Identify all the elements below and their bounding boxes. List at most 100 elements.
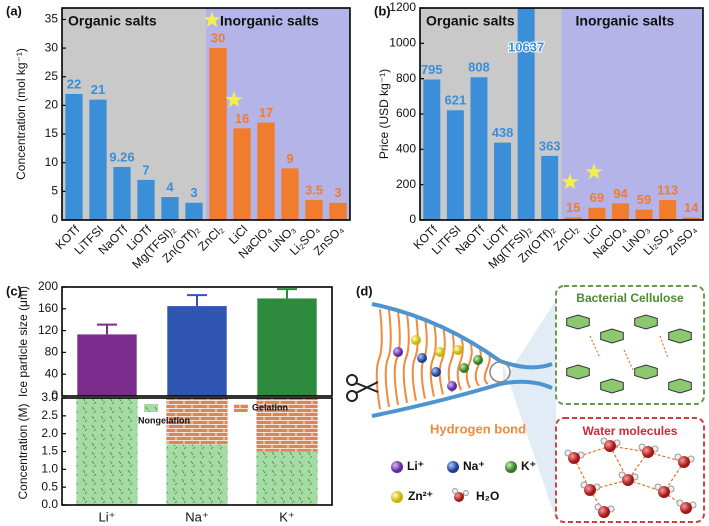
value-label: 9 [286, 151, 293, 166]
zoom-circle [489, 361, 511, 383]
legend-label: Nongelation [138, 415, 190, 425]
panel-label: (c) [6, 283, 22, 298]
star [203, 11, 221, 28]
ion [431, 367, 441, 377]
bar [167, 306, 227, 396]
h-bond [589, 335, 601, 359]
y-axis-label: Concentration (mol kg⁻¹) [14, 48, 28, 180]
bar [635, 209, 653, 220]
oxygen-atom [680, 502, 692, 514]
y-tick-label: 0 [409, 212, 416, 226]
ion [417, 353, 427, 363]
plot-frame [419, 7, 704, 221]
star [225, 91, 243, 108]
y-axis-label: Ice particle size (μm) [16, 286, 30, 397]
h-bond [623, 349, 635, 373]
y-tick-label: 5 [51, 184, 58, 198]
bar [494, 142, 512, 220]
bar [257, 122, 275, 220]
glucose-ring [566, 364, 590, 380]
legend-swatch [144, 404, 158, 412]
hydrogen-bond-chain [402, 312, 410, 403]
h-bond [663, 461, 685, 493]
hydrogen-bond-chain [474, 346, 482, 387]
value-label: 621 [445, 93, 467, 108]
hydrogen-bond-chain [483, 352, 491, 385]
y-tick-label: 80 [45, 345, 59, 359]
ion [453, 345, 463, 355]
bar [233, 128, 251, 220]
region-background [206, 8, 350, 220]
cellulose-fiber [371, 379, 553, 418]
y-axis-label: Price (USD kg⁻¹) [377, 69, 391, 159]
legend-swatch [234, 404, 248, 412]
bar [564, 217, 582, 220]
bar [161, 197, 179, 220]
glucose-ring [600, 328, 624, 344]
bar [305, 199, 323, 220]
y-tick-label: 25 [45, 69, 59, 83]
hydrogen-bond-chain [393, 311, 401, 406]
bar-segment [166, 398, 228, 445]
bar [77, 334, 137, 396]
bar [65, 93, 83, 220]
ion [411, 335, 421, 345]
x-tick-label: Li⁺ [99, 509, 116, 524]
x-tick-label: ZnCl₂ [195, 222, 226, 253]
zoom-cone [503, 300, 556, 520]
value-label: 21 [91, 82, 105, 97]
value-label: 363 [539, 138, 561, 153]
bar [470, 77, 488, 220]
region-background [62, 8, 206, 220]
bar [423, 79, 441, 220]
glucose-ring [566, 314, 590, 330]
star [561, 173, 579, 190]
legend-ion [447, 461, 459, 473]
y-tick-label: 35 [45, 12, 59, 26]
legend-label: Gelation [252, 402, 288, 412]
y-tick-label: 0 [51, 212, 58, 226]
legend-label: Zn²⁺ [408, 489, 433, 503]
value-label: 14 [684, 200, 699, 215]
bar [682, 217, 700, 220]
ion [447, 381, 457, 391]
y-tick-label: 160 [38, 301, 58, 315]
y-tick-label: 400 [396, 142, 416, 156]
y-tick-label: 40 [45, 366, 59, 380]
panel-label: (d) [356, 283, 373, 298]
bar [185, 202, 203, 220]
glucose-ring [634, 364, 658, 380]
y-tick-label: 30 [45, 40, 59, 54]
legend-label: Li⁺ [407, 459, 424, 473]
y-tick-label: 1.5 [41, 444, 58, 458]
glucose-ring [668, 378, 692, 394]
value-label: 4 [166, 180, 174, 195]
scissors [346, 374, 379, 402]
oxygen-atom [678, 456, 690, 468]
y-tick-label: 120 [38, 323, 58, 337]
region-label: Organic salts [68, 13, 157, 29]
glucose-ring [600, 378, 624, 394]
glucose-ring [668, 328, 692, 344]
star [585, 163, 603, 180]
bar [113, 166, 131, 220]
hydrogen-bond-chain [375, 309, 383, 410]
region-label: Inorganic salts [576, 13, 675, 29]
y-tick-label: 3.0 [41, 390, 58, 404]
region-background [561, 8, 703, 220]
bar [517, 8, 535, 220]
y-tick-label: 1200 [389, 0, 416, 14]
y-tick-label: 0 [51, 388, 58, 402]
oxygen-atom [622, 474, 634, 486]
bar [541, 155, 559, 220]
value-label: 16 [235, 111, 249, 126]
value-label: 7 [142, 162, 149, 177]
bar [446, 110, 464, 220]
legend-ion [391, 491, 403, 503]
hydrogen-bond-chain [465, 340, 473, 389]
cellulose-box [555, 285, 705, 405]
y-tick-label: 20 [45, 98, 59, 112]
bar [281, 168, 299, 220]
bar [257, 298, 317, 396]
bar-segment [256, 451, 318, 505]
